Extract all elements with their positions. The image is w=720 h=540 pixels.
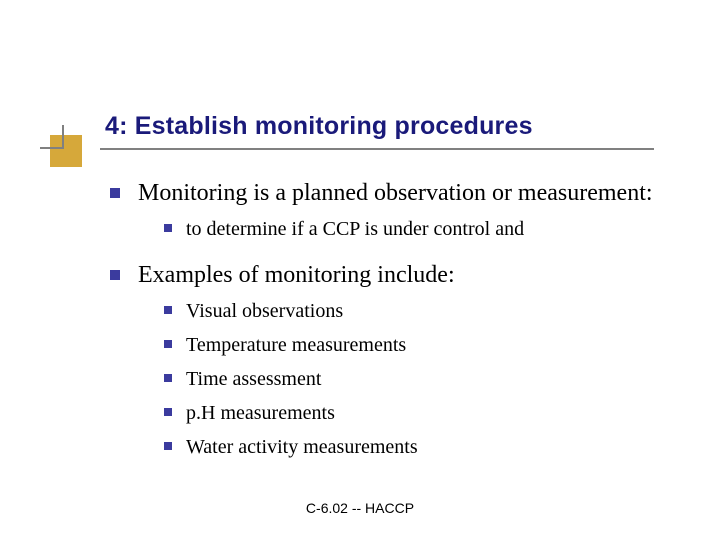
content-area: Monitoring is a planned observation or m… bbox=[110, 178, 670, 464]
bullet-level2: p.H measurements bbox=[164, 400, 670, 426]
bullet-level1: Examples of monitoring include: bbox=[110, 260, 670, 290]
corner-accent-horizontal bbox=[40, 147, 64, 149]
bullet-level2: Time assessment bbox=[164, 366, 670, 392]
square-bullet-icon bbox=[164, 306, 172, 314]
bullet-level2: Visual observations bbox=[164, 298, 670, 324]
square-bullet-icon bbox=[164, 374, 172, 382]
bullet-level1: Monitoring is a planned observation or m… bbox=[110, 178, 670, 208]
corner-accent-vertical bbox=[62, 125, 64, 149]
slide: 4: Establish monitoring procedures Monit… bbox=[0, 0, 720, 540]
bullet-text: p.H measurements bbox=[186, 400, 335, 426]
square-bullet-icon bbox=[164, 340, 172, 348]
title-wrap: 4: Establish monitoring procedures bbox=[105, 112, 533, 141]
bullet-level2: to determine if a CCP is under control a… bbox=[164, 216, 670, 242]
bullet-text: Visual observations bbox=[186, 298, 343, 324]
square-bullet-icon bbox=[164, 224, 172, 232]
footer-text: C-6.02 -- HACCP bbox=[0, 500, 720, 516]
spacer bbox=[110, 246, 670, 260]
bullet-level2: Water activity measurements bbox=[164, 434, 670, 460]
bullet-text: to determine if a CCP is under control a… bbox=[186, 216, 524, 242]
bullet-text: Monitoring is a planned observation or m… bbox=[138, 178, 653, 208]
bullet-text: Time assessment bbox=[186, 366, 321, 392]
bullet-text: Temperature measurements bbox=[186, 332, 406, 358]
square-bullet-icon bbox=[110, 270, 120, 280]
bullet-level2: Temperature measurements bbox=[164, 332, 670, 358]
bullet-text: Examples of monitoring include: bbox=[138, 260, 455, 290]
title-underline bbox=[100, 148, 654, 150]
square-bullet-icon bbox=[164, 408, 172, 416]
square-bullet-icon bbox=[164, 442, 172, 450]
bullet-text: Water activity measurements bbox=[186, 434, 418, 460]
square-bullet-icon bbox=[110, 188, 120, 198]
corner-accent-box bbox=[50, 135, 82, 167]
slide-title: 4: Establish monitoring procedures bbox=[105, 112, 533, 141]
